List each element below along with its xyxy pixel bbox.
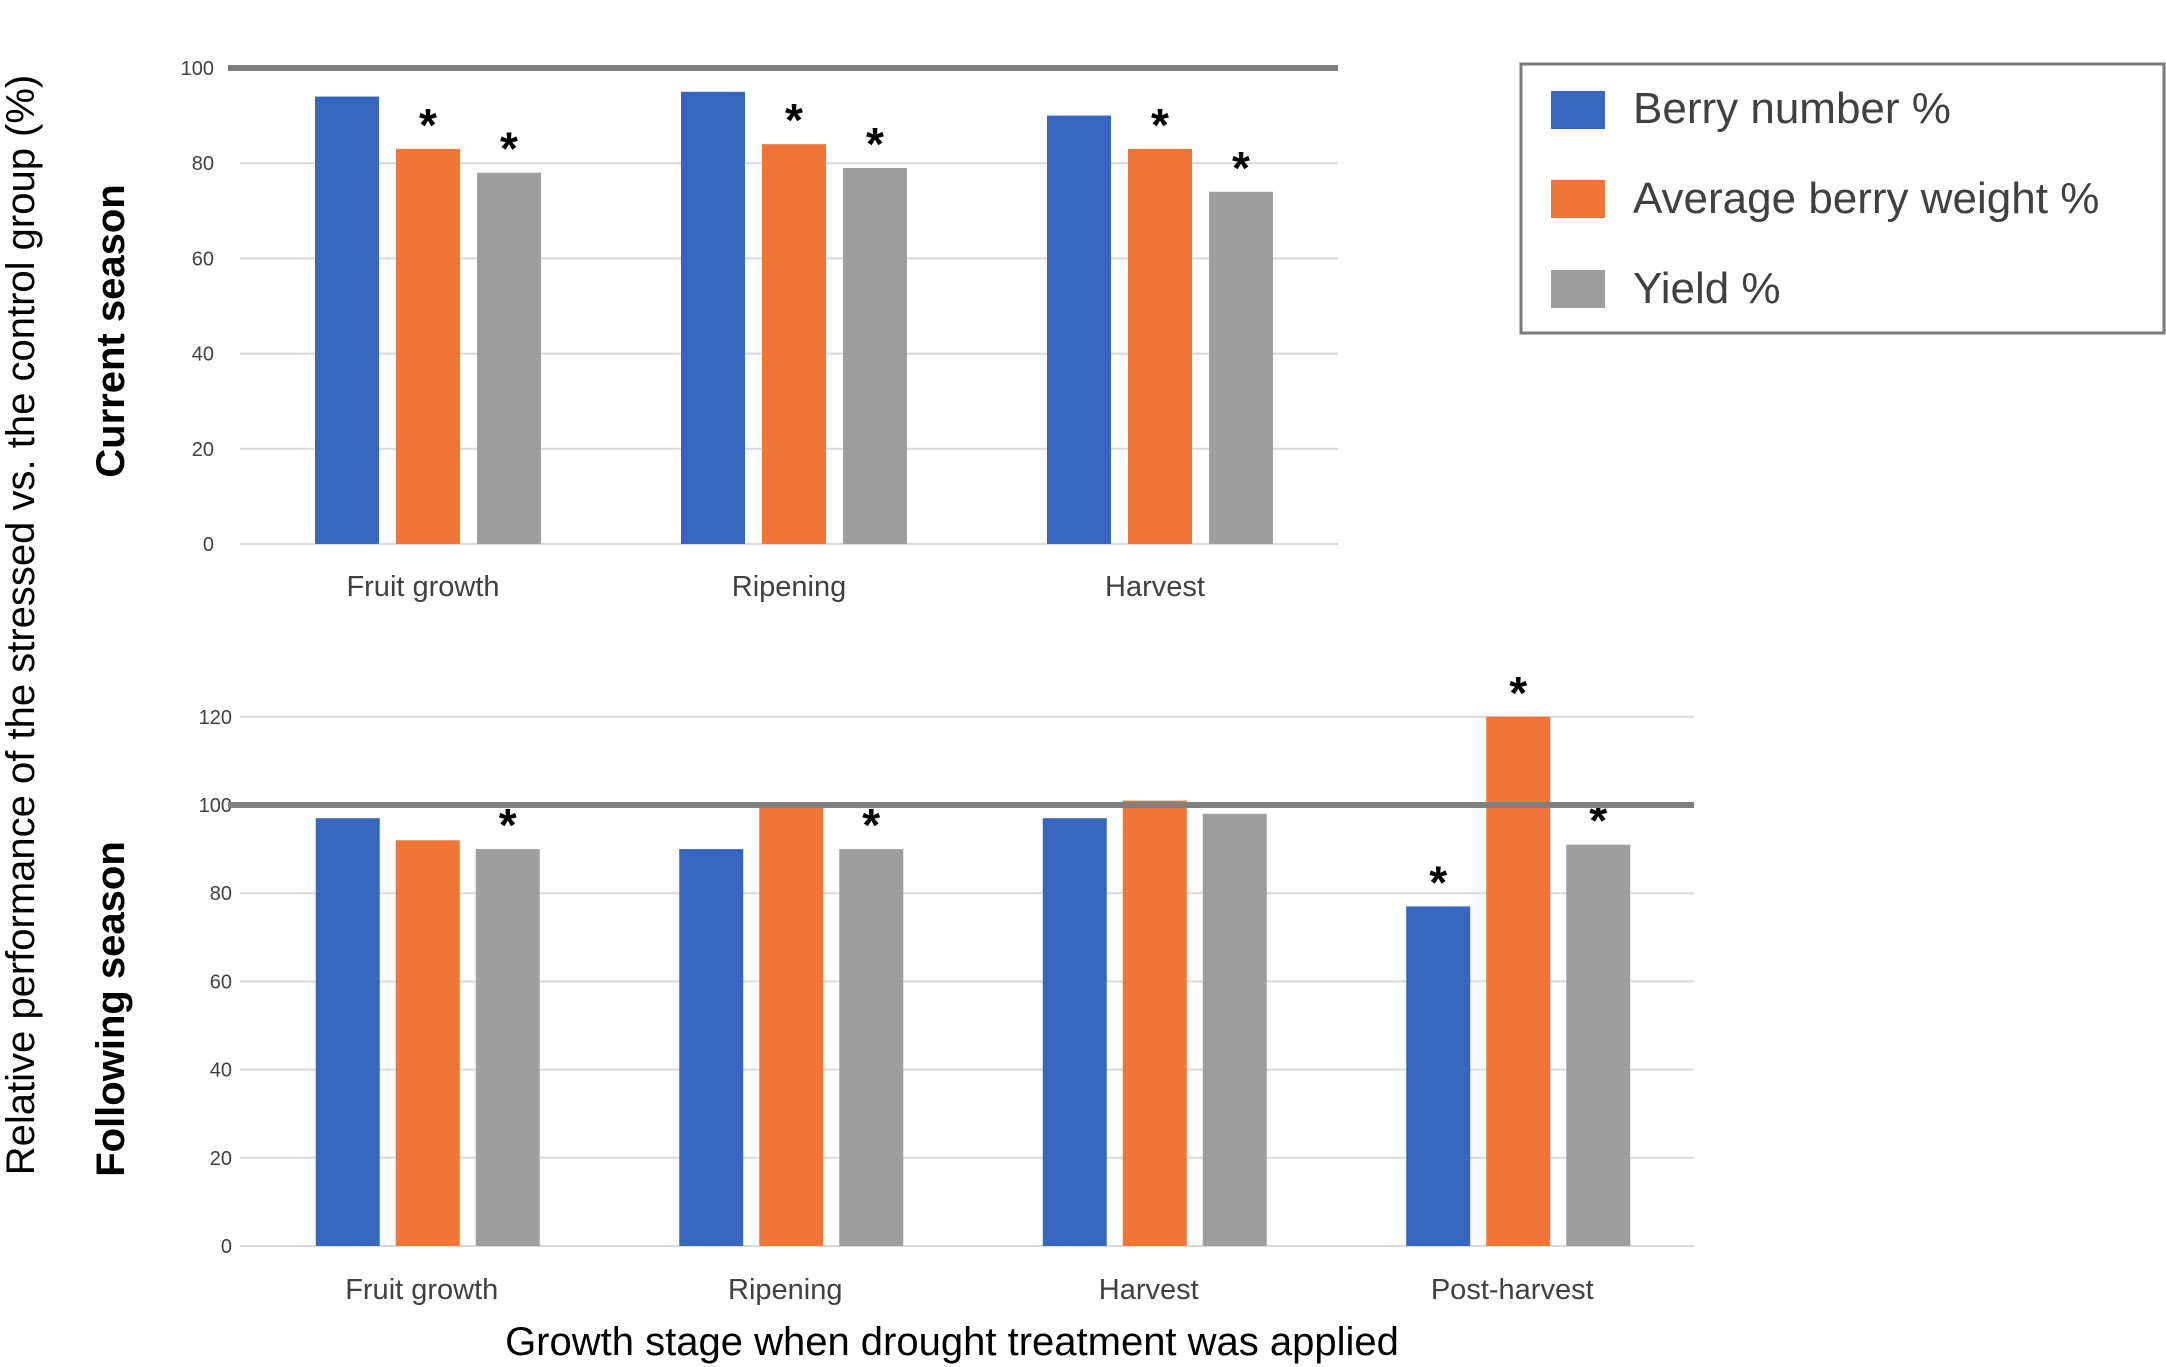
significance-marker: * — [1509, 667, 1527, 719]
y-tick-label: 20 — [192, 439, 214, 461]
bar-following-4-series-3 — [1566, 844, 1631, 1246]
category-label: Post-harvest — [1431, 1274, 1594, 1306]
bar-current-1-series-1 — [315, 96, 379, 544]
legend-swatch-berry-weight — [1551, 180, 1605, 218]
bar-following-1-series-3 — [475, 849, 540, 1246]
significance-marker: * — [1429, 856, 1447, 908]
category-label: Ripening — [728, 1274, 842, 1306]
y-tick-label: 0 — [203, 534, 214, 556]
significance-marker: * — [785, 94, 803, 146]
legend: Berry number % Average berry weight % Yi… — [1519, 62, 2166, 335]
bar-current-3-series-1 — [1047, 115, 1111, 544]
significance-marker: * — [1232, 142, 1250, 194]
category-label: Fruit growth — [345, 1274, 498, 1306]
legend-label-yield: Yield % — [1633, 264, 1781, 313]
bar-following-4-series-1 — [1406, 906, 1471, 1246]
bar-current-2-series-3 — [843, 167, 907, 544]
y-tick-label: 80 — [210, 883, 232, 905]
category-label: Harvest — [1099, 1274, 1199, 1306]
bar-following-3-series-2 — [1122, 800, 1187, 1246]
bar-following-3-series-3 — [1202, 813, 1267, 1246]
significance-marker: * — [1151, 99, 1169, 151]
y-tick-label: 60 — [210, 971, 232, 993]
y-tick-label: 0 — [221, 1236, 232, 1258]
y-tick-label: 80 — [192, 153, 214, 175]
bar-following-1-series-2 — [395, 840, 460, 1246]
significance-marker: * — [862, 799, 880, 851]
bar-following-3-series-1 — [1042, 818, 1107, 1246]
category-label: Ripening — [732, 571, 846, 603]
bar-current-3-series-3 — [1209, 191, 1273, 544]
bar-following-2-series-2 — [759, 805, 824, 1246]
bar-current-2-series-2 — [762, 144, 826, 544]
current-season-label: Current season — [89, 184, 133, 477]
y-tick-label: 120 — [199, 707, 232, 729]
bar-current-1-series-3 — [477, 172, 541, 544]
y-tick-label: 100 — [199, 795, 232, 817]
bar-current-3-series-2 — [1128, 148, 1192, 545]
category-label: Fruit growth — [346, 571, 499, 603]
y-tick-label: 60 — [192, 248, 214, 270]
y-tick-label: 20 — [210, 1148, 232, 1170]
legend-swatch-yield — [1551, 270, 1605, 308]
y-tick-label: 100 — [181, 58, 214, 80]
legend-label-berry-weight: Average berry weight % — [1633, 174, 2099, 223]
y-tick-label: 40 — [192, 344, 214, 366]
bar-current-2-series-1 — [681, 91, 745, 545]
significance-marker: * — [866, 118, 884, 170]
bar-following-2-series-1 — [679, 849, 744, 1246]
category-label: Harvest — [1105, 571, 1205, 603]
bar-following-2-series-3 — [839, 849, 904, 1246]
current-season-panel: 0 20 40 60 80 100 * * Fruit growth * * Ripening * * Ha… — [181, 58, 1338, 603]
significance-marker: * — [419, 99, 437, 151]
following-season-label: Following season — [89, 841, 133, 1177]
legend-label-berry-number: Berry number % — [1633, 84, 1951, 133]
following-season-panel: 0 20 40 60 80 100 120 * Fruit growth * Ripening Har… — [199, 667, 1694, 1306]
bar-following-4-series-2 — [1486, 716, 1551, 1246]
legend-swatch-berry-number — [1551, 91, 1605, 129]
x-axis-label: Growth stage when drought treatment was … — [505, 1320, 1399, 1364]
significance-marker: * — [500, 123, 518, 175]
legend-frame — [1519, 62, 2166, 335]
bar-current-1-series-2 — [396, 148, 460, 545]
significance-marker: * — [499, 799, 517, 851]
y-tick-label: 40 — [210, 1060, 232, 1082]
y-axis-label: Relative performance of the stressed vs.… — [0, 75, 43, 1176]
bar-following-1-series-1 — [315, 818, 380, 1246]
